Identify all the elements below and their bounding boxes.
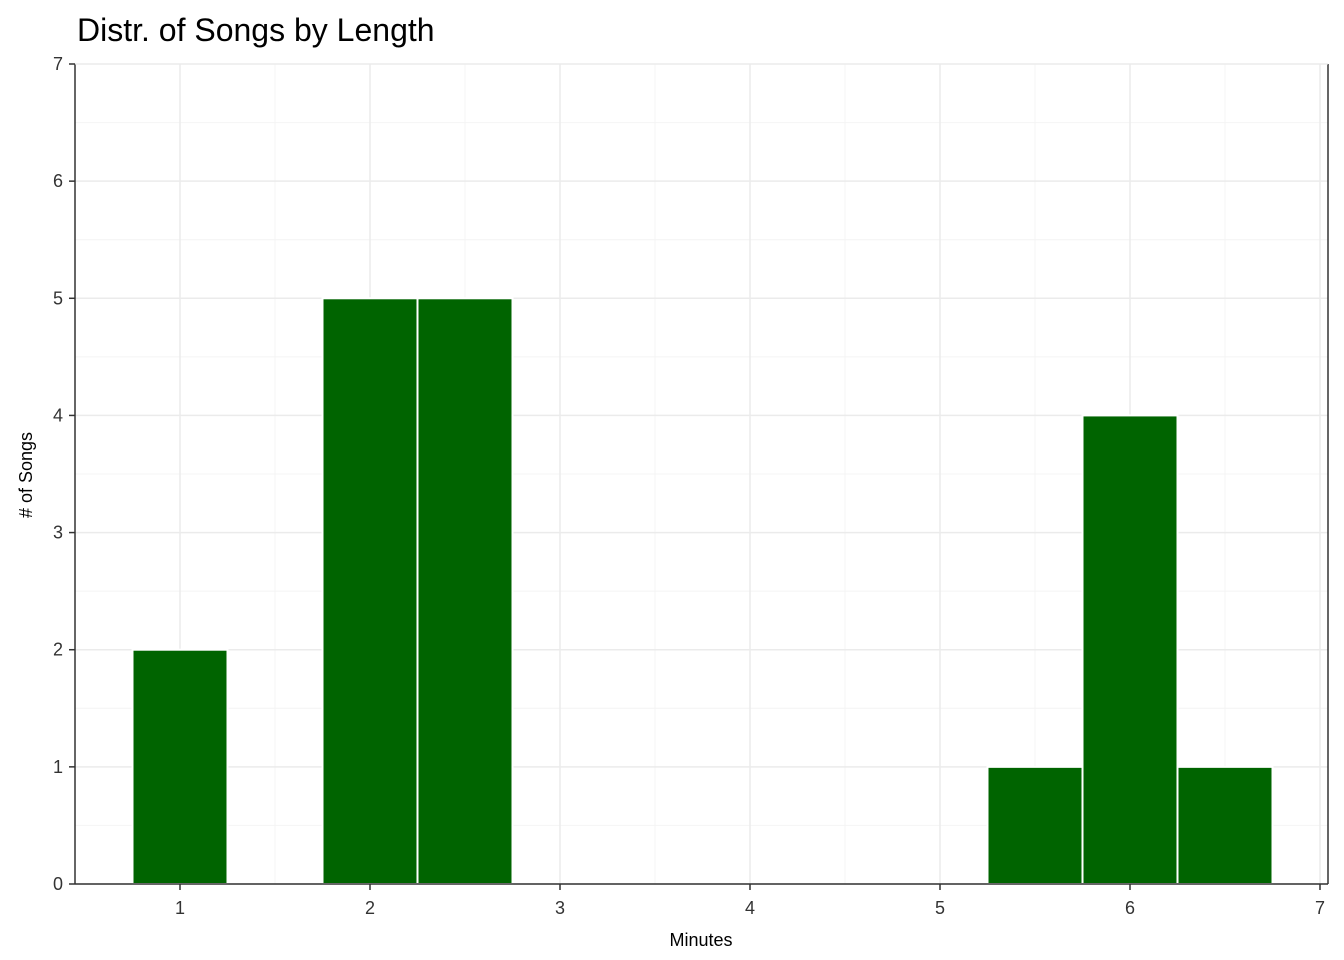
y-tick-label: 4 [53, 405, 63, 425]
x-tick-label: 3 [555, 898, 565, 918]
axes [69, 63, 1329, 890]
y-tick-label: 7 [53, 54, 63, 74]
y-tick-label: 3 [53, 523, 63, 543]
y-tick-label: 0 [53, 874, 63, 894]
histogram-bar [1081, 414, 1179, 885]
x-tick-label: 5 [935, 898, 945, 918]
x-tick-label: 2 [365, 898, 375, 918]
histogram-bar [986, 765, 1084, 885]
x-tick-label: 1 [175, 898, 185, 918]
y-axis-title: # of Songs [16, 432, 36, 518]
y-tick-label: 5 [53, 288, 63, 308]
x-tick-label: 7 [1315, 898, 1325, 918]
x-tick-label: 4 [745, 898, 755, 918]
histogram-bar [416, 297, 514, 885]
chart-title: Distr. of Songs by Length [77, 12, 435, 48]
histogram-bar [321, 297, 419, 885]
histogram-bar [1176, 765, 1274, 885]
y-tick-label: 1 [53, 757, 63, 777]
histogram-bar [131, 648, 229, 886]
y-tick-label: 2 [53, 640, 63, 660]
tick-labels: 0 1 2 3 4 5 6 7 1 2 3 4 5 6 7 [53, 54, 1325, 918]
bars [131, 297, 1274, 886]
x-axis-title: Minutes [669, 930, 732, 950]
y-tick-label: 6 [53, 171, 63, 191]
x-tick-label: 6 [1125, 898, 1135, 918]
